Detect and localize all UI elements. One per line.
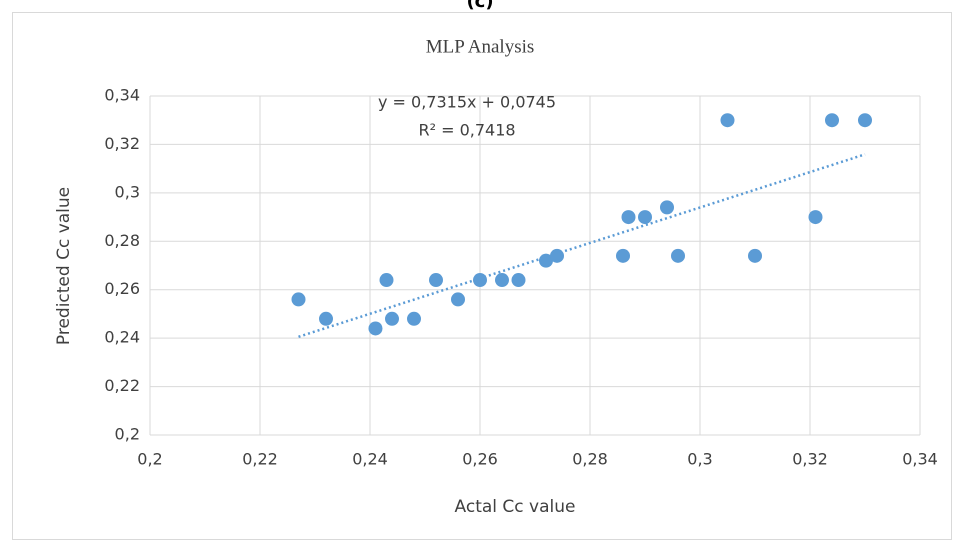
point bbox=[379, 273, 394, 288]
point bbox=[511, 273, 526, 288]
y-tick-label: 0,28 bbox=[104, 231, 140, 250]
point bbox=[621, 210, 636, 225]
point bbox=[638, 210, 652, 225]
point bbox=[385, 311, 399, 326]
x-tick-label: 0,28 bbox=[572, 450, 608, 469]
point bbox=[473, 273, 487, 288]
x-tick-label: 0,2 bbox=[137, 450, 162, 469]
point bbox=[720, 113, 735, 128]
chart-title: MLP Analysis bbox=[426, 36, 535, 57]
x-axis-label: Actal Cc value bbox=[455, 497, 576, 517]
trendline-equation: y = 0,7315x + 0,0745 bbox=[378, 93, 556, 112]
point bbox=[616, 248, 630, 263]
point bbox=[451, 292, 465, 307]
y-tick-label: 0,24 bbox=[104, 328, 140, 347]
x-tick-label: 0,34 bbox=[902, 450, 938, 469]
y-axis-label: Predicted Cc value bbox=[54, 187, 74, 345]
point bbox=[495, 273, 509, 288]
point bbox=[825, 113, 839, 128]
point bbox=[671, 248, 685, 263]
point bbox=[858, 113, 872, 128]
y-tick-label: 0,32 bbox=[104, 134, 140, 153]
y-tick-label: 0,34 bbox=[104, 86, 140, 105]
point bbox=[539, 253, 553, 268]
trendline bbox=[298, 153, 866, 338]
point bbox=[808, 210, 823, 225]
x-tick-label: 0,24 bbox=[352, 450, 388, 469]
point bbox=[368, 321, 383, 336]
x-tick-label: 0,26 bbox=[462, 450, 498, 469]
trendline-r2: R² = 0,7418 bbox=[418, 121, 515, 140]
point bbox=[407, 311, 421, 326]
x-tick-label: 0,3 bbox=[687, 450, 712, 469]
point bbox=[319, 311, 333, 326]
point bbox=[748, 248, 762, 263]
x-tick-label: 0,32 bbox=[792, 450, 828, 469]
point bbox=[291, 292, 306, 307]
y-tick-label: 0,3 bbox=[115, 182, 140, 201]
y-tick-label: 0,2 bbox=[115, 425, 140, 444]
x-tick-label: 0,22 bbox=[242, 450, 278, 469]
point bbox=[660, 200, 674, 215]
y-tick-label: 0,26 bbox=[104, 279, 140, 298]
point bbox=[550, 248, 564, 263]
panel-label: (c) bbox=[466, 0, 493, 12]
point bbox=[429, 273, 443, 288]
y-tick-label: 0,22 bbox=[104, 376, 140, 395]
